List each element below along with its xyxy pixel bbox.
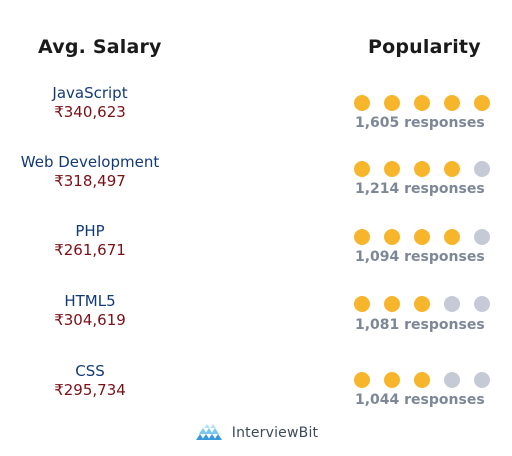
language-row: Web Development ₹318,497 1,214 responses <box>0 153 512 209</box>
responses-count: 1,081 responses <box>355 317 485 333</box>
rating-dot-empty <box>444 372 460 388</box>
responses-count: 1,044 responses <box>355 392 485 408</box>
rating-dot-empty <box>444 296 460 312</box>
popularity-dots <box>354 161 490 177</box>
popularity-dots <box>354 95 490 111</box>
language-row: HTML5 ₹304,619 1,081 responses <box>0 292 512 348</box>
rating-dot-filled <box>384 296 400 312</box>
brand-name: InterviewBit <box>231 425 319 441</box>
rating-dot-filled <box>384 95 400 111</box>
rating-dot-filled <box>354 296 370 312</box>
rating-dot-filled <box>414 95 430 111</box>
rating-dot-filled <box>354 161 370 177</box>
responses-count: 1,214 responses <box>355 181 485 197</box>
rating-dot-empty <box>474 229 490 245</box>
rating-dot-filled <box>354 229 370 245</box>
rating-dot-filled <box>444 95 460 111</box>
responses-count: 1,605 responses <box>355 115 485 131</box>
rating-dot-filled <box>354 95 370 111</box>
language-row: PHP ₹261,671 1,094 responses <box>0 222 512 278</box>
language-name: PHP <box>75 222 105 240</box>
rating-dot-filled <box>384 161 400 177</box>
language-salary: ₹261,671 <box>54 241 126 259</box>
language-salary: ₹340,623 <box>54 103 126 121</box>
responses-count: 1,094 responses <box>355 249 485 265</box>
popularity-dots <box>354 229 490 245</box>
rating-dot-filled <box>444 229 460 245</box>
language-salary: ₹318,497 <box>54 172 126 190</box>
rating-dot-empty <box>474 372 490 388</box>
popularity-dots <box>354 296 490 312</box>
language-name: HTML5 <box>64 292 116 310</box>
rating-dot-filled <box>354 372 370 388</box>
language-row: JavaScript ₹340,623 1,605 responses <box>0 84 512 140</box>
rating-dot-filled <box>384 372 400 388</box>
language-name: JavaScript <box>52 84 128 102</box>
language-salary: ₹295,734 <box>54 381 126 399</box>
language-salary: ₹304,619 <box>54 311 126 329</box>
rating-dot-empty <box>474 161 490 177</box>
popularity-header: Popularity <box>368 36 481 58</box>
rating-dot-filled <box>414 229 430 245</box>
avg-salary-header: Avg. Salary <box>38 36 162 58</box>
interviewbit-logo-icon <box>195 424 222 440</box>
rating-dot-filled <box>414 296 430 312</box>
rating-dot-filled <box>444 161 460 177</box>
language-name: Web Development <box>20 153 160 171</box>
brand-footer: InterviewBit <box>0 424 512 442</box>
popularity-dots <box>354 372 490 388</box>
rating-dot-filled <box>414 372 430 388</box>
rating-dot-filled <box>414 161 430 177</box>
rating-dot-filled <box>384 229 400 245</box>
rating-dot-filled <box>474 95 490 111</box>
language-row: CSS ₹295,734 1,044 responses <box>0 362 512 418</box>
language-name: CSS <box>75 362 105 380</box>
rating-dot-empty <box>474 296 490 312</box>
